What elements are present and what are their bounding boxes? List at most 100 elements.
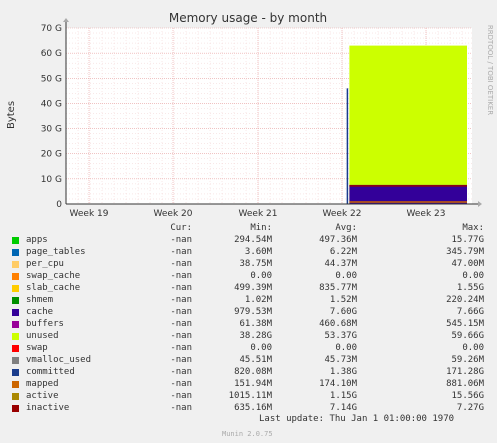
legend-swatch xyxy=(12,381,19,388)
legend-cur: -nan xyxy=(170,355,192,365)
legend-avg: 497.36M xyxy=(319,235,357,245)
y-tick-label: 40 G xyxy=(41,99,62,109)
legend-swatch xyxy=(12,261,19,268)
legend-max: 59.66G xyxy=(451,331,484,341)
legend-max: 0.00 xyxy=(462,271,484,281)
legend-min: 635.16M xyxy=(234,403,272,413)
legend-swatch xyxy=(12,285,19,292)
legend-name: swap xyxy=(26,343,48,353)
legend-avg: 174.10M xyxy=(319,379,357,389)
legend-max: 15.56G xyxy=(451,391,484,401)
y-axis-arrow xyxy=(63,18,69,22)
legend-min: 820.08M xyxy=(234,367,272,377)
side-label: RRDTOOL / TOBI OETIKER xyxy=(486,25,494,115)
legend-cur: -nan xyxy=(170,343,192,353)
x-tick-label: Week 21 xyxy=(239,209,278,219)
legend-min: 1015.11M xyxy=(228,391,272,401)
legend-max: 545.15M xyxy=(446,319,484,329)
header-avg: Avg: xyxy=(335,223,357,233)
legend-name: page_tables xyxy=(26,247,86,257)
legend-min: 294.54M xyxy=(234,235,272,245)
legend-name: vmalloc_used xyxy=(26,355,92,365)
x-axis-arrow xyxy=(478,201,482,207)
legend-name: unused xyxy=(26,331,59,341)
legend-avg: 0.00 xyxy=(335,271,357,281)
legend-avg: 7.60G xyxy=(329,307,357,317)
legend-max: 171.28G xyxy=(446,367,484,377)
legend-min: 979.53M xyxy=(234,307,272,317)
legend-cur: -nan xyxy=(170,331,192,341)
legend-cur: -nan xyxy=(170,295,192,305)
series-unused-area xyxy=(349,45,467,204)
legend-cur: -nan xyxy=(170,319,192,329)
legend-avg: 0.00 xyxy=(335,343,357,353)
header-min: Min: xyxy=(250,223,272,233)
legend-cur: -nan xyxy=(170,307,192,317)
legend-cur: -nan xyxy=(170,283,192,293)
legend-name: buffers xyxy=(26,319,64,329)
legend-max: 0.00 xyxy=(462,343,484,353)
legend-swatch xyxy=(12,333,19,340)
last-update: Last update: Thu Jan 1 01:00:00 1970 xyxy=(259,414,455,424)
legend-swatch xyxy=(12,357,19,364)
legend-min: 0.00 xyxy=(250,343,272,353)
y-tick-label: 20 G xyxy=(41,150,62,160)
legend-swatch xyxy=(12,345,19,352)
x-tick-label: Week 19 xyxy=(70,209,109,219)
legend-max: 220.24M xyxy=(446,295,484,305)
legend-cur: -nan xyxy=(170,247,192,257)
legend-min: 3.60M xyxy=(244,247,272,257)
legend-min: 499.39M xyxy=(234,283,272,293)
legend-name: mapped xyxy=(26,379,59,389)
legend-name: slab_cache xyxy=(26,283,81,293)
y-tick-label: 30 G xyxy=(41,125,62,135)
legend-cur: -nan xyxy=(170,403,192,413)
legend-cur: -nan xyxy=(170,259,192,269)
data-marks xyxy=(346,45,467,204)
y-tick-label: 0 xyxy=(56,200,62,210)
legend-max: 7.66G xyxy=(456,307,484,317)
x-tick-label: Week 22 xyxy=(323,209,362,219)
legend-name: shmem xyxy=(26,295,54,305)
legend-avg: 835.77M xyxy=(319,283,357,293)
legend-min: 38.75M xyxy=(239,259,272,269)
legend-min: 45.51M xyxy=(239,355,272,365)
legend-name: apps xyxy=(26,235,48,245)
legend-cur: -nan xyxy=(170,367,192,377)
x-tick-label: Week 20 xyxy=(154,209,193,219)
legend-name: swap_cache xyxy=(26,271,81,281)
legend-name: per_cpu xyxy=(26,259,64,269)
legend-cur: -nan xyxy=(170,271,192,281)
legend-max: 1.55G xyxy=(456,283,484,293)
legend-avg: 1.52M xyxy=(329,295,357,305)
legend-min: 38.28G xyxy=(239,331,272,341)
legend-avg: 53.37G xyxy=(324,331,357,341)
chart-title: Memory usage - by month xyxy=(169,11,327,25)
legend-swatch xyxy=(12,237,19,244)
legend-max: 7.27G xyxy=(456,403,484,413)
legend-avg: 460.68M xyxy=(319,319,357,329)
legend-swatch xyxy=(12,309,19,316)
legend-name: cache xyxy=(26,307,54,317)
legend-avg: 7.14G xyxy=(329,403,357,413)
legend-avg: 6.22M xyxy=(329,247,357,257)
header-cur: Cur: xyxy=(170,223,192,233)
legend-cur: -nan xyxy=(170,379,192,389)
y-tick-label: 50 G xyxy=(41,74,62,84)
legend-cur: -nan xyxy=(170,235,192,245)
legend-max: 345.79M xyxy=(446,247,484,257)
legend-max: 47.00M xyxy=(451,259,484,269)
x-tick-label: Week 23 xyxy=(407,209,446,219)
legend-swatch xyxy=(12,393,19,400)
legend-swatch xyxy=(12,273,19,280)
legend-name: committed xyxy=(26,367,75,377)
legend-avg: 44.37M xyxy=(324,259,357,269)
legend-swatch xyxy=(12,405,19,412)
legend-min: 61.38M xyxy=(239,319,272,329)
legend-name: inactive xyxy=(26,403,70,413)
y-tick-label: 10 G xyxy=(41,175,62,185)
legend-swatch xyxy=(12,249,19,256)
legend-max: 15.77G xyxy=(451,235,484,245)
y-tick-label: 60 G xyxy=(41,49,62,59)
